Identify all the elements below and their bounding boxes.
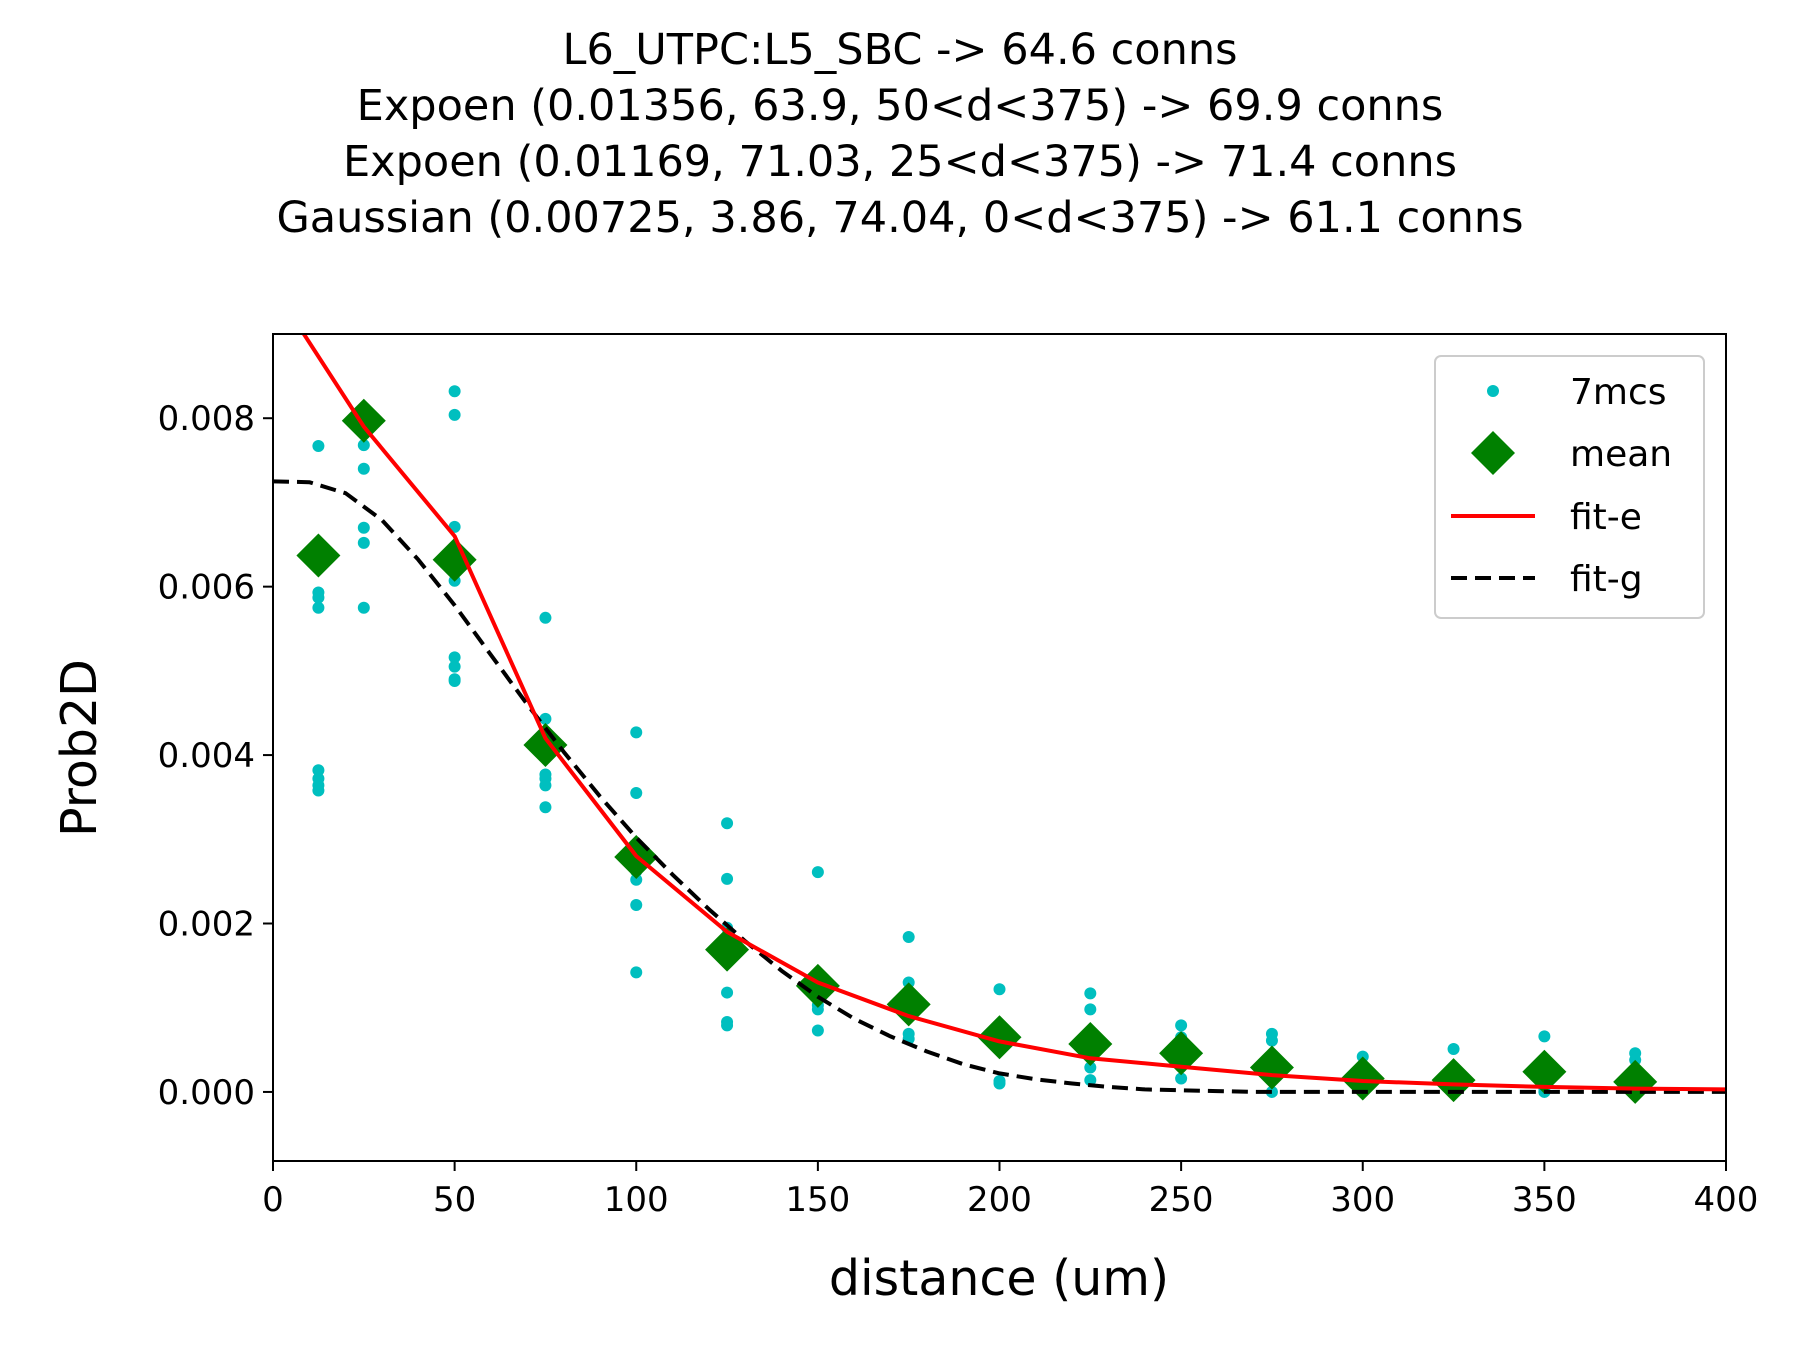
y-tick-label: 0.008 [158, 399, 255, 439]
x-tick-label: 300 [1330, 1180, 1395, 1220]
data-point-7mcs [630, 726, 643, 739]
data-point-7mcs [539, 779, 552, 792]
data-point-mean [1522, 1049, 1567, 1094]
data-point-mean [432, 537, 477, 582]
x-tick-label: 100 [604, 1180, 669, 1220]
data-point-7mcs [993, 1077, 1006, 1090]
data-point-mean [1249, 1045, 1294, 1090]
data-point-7mcs [448, 651, 461, 664]
legend-marker-7mcs [1487, 385, 1499, 397]
plot-frame [272, 333, 1727, 1162]
data-point-7mcs [721, 986, 734, 999]
data-point-7mcs [539, 801, 552, 814]
data-point-mean [296, 533, 341, 578]
title-line-1: L6_UTPC:L5_SBC -> 64.6 conns [562, 25, 1238, 75]
data-point-7mcs [312, 784, 325, 797]
data-point-7mcs [1265, 1085, 1278, 1098]
x-tick-label: 400 [1694, 1180, 1759, 1220]
data-point-7mcs [630, 873, 643, 886]
data-point-7mcs [1538, 1030, 1551, 1043]
y-tick-label: 0.006 [158, 568, 255, 608]
title-line-3: Expoen (0.01169, 71.03, 25<d<375) -> 71.… [342, 137, 1458, 187]
data-point-7mcs [448, 408, 461, 421]
y-tick-label: 0.002 [158, 905, 255, 945]
y-axis-label: Prob2D [51, 659, 108, 837]
legend-label-mean: mean [1570, 434, 1672, 475]
data-point-7mcs [312, 601, 325, 614]
data-point-7mcs [448, 674, 461, 687]
fit-e-line [301, 334, 1726, 1092]
x-tick-label: 150 [785, 1180, 850, 1220]
x-tick-label: 200 [967, 1180, 1032, 1220]
y-tick-label: 0.004 [158, 736, 255, 776]
data-point-mean [523, 722, 568, 767]
data-point-7mcs [811, 1003, 824, 1016]
data-point-7mcs [811, 866, 824, 879]
data-point-7mcs [448, 660, 461, 673]
x-tick-label: 250 [1149, 1180, 1214, 1220]
data-point-7mcs [630, 966, 643, 979]
data-point-7mcs [312, 591, 325, 604]
data-point-7mcs [902, 930, 915, 943]
legend: 7mcs mean fit-e fit-g [1434, 355, 1705, 619]
x-axis-label: distance (um) [829, 1250, 1169, 1307]
data-point-7mcs [1175, 1072, 1188, 1085]
y-tick-label: 0.000 [158, 1073, 255, 1113]
data-point-mean [1431, 1058, 1476, 1103]
data-point-7mcs [993, 983, 1006, 996]
data-point-7mcs [1084, 1003, 1097, 1016]
data-point-7mcs [357, 536, 370, 549]
data-point-7mcs [1175, 1019, 1188, 1032]
data-point-mean [705, 927, 750, 972]
data-point-7mcs [1447, 1042, 1460, 1055]
title-line-4: Gaussian (0.00725, 3.86, 74.04, 0<d<375)… [276, 193, 1524, 243]
data-point-7mcs [721, 872, 734, 885]
data-point-7mcs [630, 898, 643, 911]
x-tick-label: 350 [1512, 1180, 1577, 1220]
x-tick-label: 50 [433, 1180, 476, 1220]
data-point-7mcs [1265, 1034, 1278, 1047]
legend-label-fit-g: fit-g [1570, 559, 1643, 600]
data-point-7mcs [357, 601, 370, 614]
data-point-7mcs [811, 1024, 824, 1037]
legend-label-7mcs: 7mcs [1570, 372, 1667, 413]
x-tick-label: 0 [262, 1180, 284, 1220]
data-point-7mcs [630, 786, 643, 799]
title-line-2: Expoen (0.01356, 63.9, 50<d<375) -> 69.9… [356, 81, 1444, 131]
legend-marker-mean [1471, 431, 1515, 475]
data-point-7mcs [1084, 987, 1097, 1000]
fit-g-line [273, 479, 1726, 1094]
data-point-7mcs [357, 439, 370, 452]
data-point-mean [1613, 1059, 1658, 1104]
legend-label-fit-e: fit-e [1570, 497, 1642, 538]
data-point-7mcs [312, 440, 325, 453]
data-point-7mcs [357, 521, 370, 534]
data-point-7mcs [312, 764, 325, 777]
data-point-7mcs [357, 462, 370, 475]
data-point-mean [977, 1015, 1022, 1060]
data-point-7mcs [1084, 1061, 1097, 1074]
data-point-mean [886, 982, 931, 1027]
legend-box [1434, 355, 1705, 619]
data-point-7mcs [1084, 1074, 1097, 1087]
data-point-7mcs [721, 1019, 734, 1032]
data-point-7mcs [721, 817, 734, 830]
chart-title: L6_UTPC:L5_SBC -> 64.6 conns Expoen (0.0… [0, 22, 1800, 246]
data-point-7mcs [539, 712, 552, 725]
data-point-mean [1340, 1056, 1385, 1101]
data-point-7mcs [539, 611, 552, 624]
data-point-7mcs [448, 385, 461, 398]
